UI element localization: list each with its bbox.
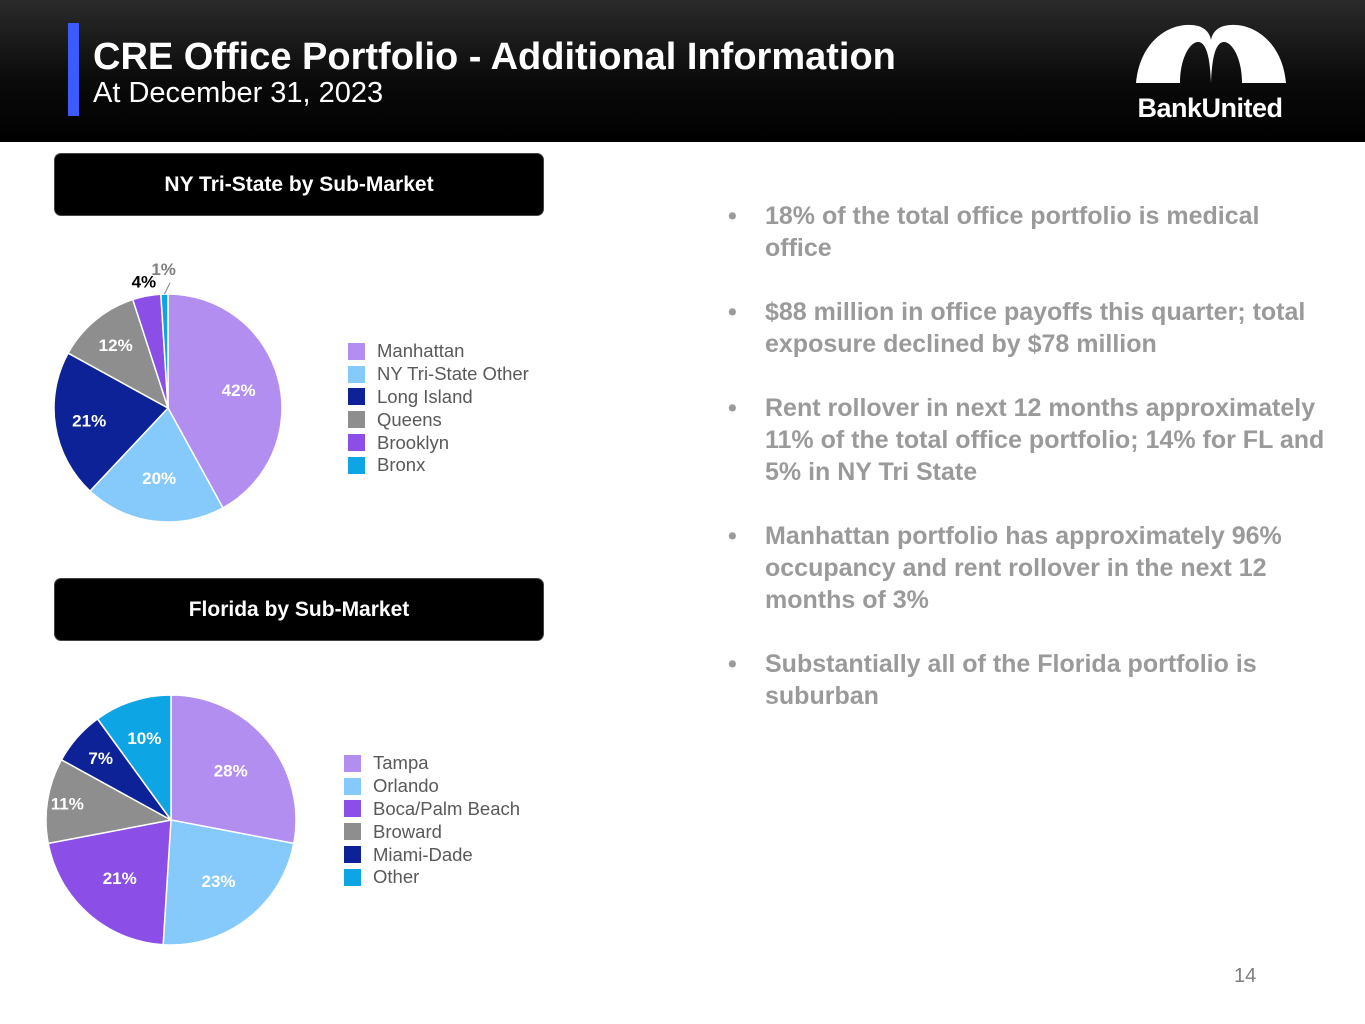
- fl-legend-swatch: [344, 868, 361, 886]
- fl-legend-item-other: Other: [344, 866, 520, 889]
- ny-slice-ny-tri-state-other: [88, 406, 224, 523]
- header-banner: CRE Office Portfolio - Additional Inform…: [0, 0, 1365, 142]
- page-title: CRE Office Portfolio - Additional Inform…: [93, 36, 896, 78]
- ny-legend-label: Bronx: [377, 454, 426, 476]
- ny-legend-item-bronx: Bronx: [348, 454, 529, 477]
- key-point-item: • Rent rollover in next 12 months approxi…: [725, 392, 1325, 488]
- bullet-icon: •: [728, 650, 737, 678]
- ny-legend-item-long-island: Long Island: [348, 386, 529, 409]
- accent-bar: [68, 23, 79, 116]
- fl-legend-swatch: [344, 800, 361, 818]
- fl-legend-label: Broward: [373, 820, 442, 842]
- ny-label-bronx: 1%: [151, 260, 176, 279]
- bankunited-logo: BankUnited: [1130, 20, 1290, 125]
- key-point-text: 18% of the total office portfolio is med…: [765, 202, 1260, 262]
- key-point-item: • Substantially all of the Florida portfo…: [725, 648, 1325, 712]
- key-point-text: Substantially all of the Florida portfol…: [765, 650, 1257, 710]
- fl-legend-label: Tampa: [373, 752, 429, 774]
- ny-label-brooklyn: 4%: [132, 272, 157, 291]
- bullet-icon: •: [728, 298, 737, 326]
- ny-legend-swatch: [348, 456, 365, 474]
- fl-label-tampa: 28%: [214, 762, 248, 781]
- fl-label-other: 10%: [127, 729, 161, 748]
- ny-legend-item-manhattan: Manhattan: [348, 340, 529, 363]
- ny-pie-chart: 42% 20% 21% 12% 4% 1%: [40, 250, 300, 535]
- ny-legend: Manhattan NY Tri-State Other Long Island Qu…: [348, 340, 529, 477]
- key-point-item: • $88 million in office payoffs this quar…: [725, 296, 1325, 360]
- fl-slice-other: [96, 694, 172, 823]
- fl-legend-label: Orlando: [373, 775, 439, 797]
- ny-legend-label: Long Island: [377, 385, 473, 407]
- fl-legend-swatch: [344, 846, 361, 864]
- ny-label-long-island: 21%: [72, 411, 106, 430]
- fl-legend-item-miami-dade: Miami-Dade: [344, 843, 520, 866]
- fl-pie-svg: 28% 23% 21% 11% 7% 10%: [45, 694, 297, 946]
- ny-pie-svg: 42% 20% 21% 12% 4%1%: [53, 260, 283, 523]
- ny-legend-label: Queens: [377, 408, 442, 430]
- fl-label-boca-palm-beach: 21%: [103, 869, 137, 888]
- fl-label-orlando: 23%: [201, 872, 235, 891]
- bullet-icon: •: [728, 202, 737, 230]
- ny-slice-queens: [67, 298, 170, 410]
- bullet-icon: •: [728, 522, 737, 550]
- fl-label-broward: 11%: [51, 795, 84, 814]
- ny-section-header: NY Tri-State by Sub-Market: [55, 154, 543, 215]
- ny-legend-item-queens: Queens: [348, 408, 529, 431]
- key-point-text: Rent rollover in next 12 months approxim…: [765, 394, 1325, 486]
- fl-legend-swatch: [344, 754, 361, 772]
- ny-slice-long-island: [53, 352, 170, 493]
- ny-legend-swatch: [348, 411, 365, 429]
- key-point-text: Manhattan portfolio has approximately 96…: [765, 522, 1282, 614]
- ny-label-ny-tri-state-other: 20%: [142, 469, 176, 488]
- ny-label-manhattan: 42%: [222, 381, 256, 400]
- fl-slice-orlando: [162, 819, 295, 946]
- fl-legend-swatch: [344, 823, 361, 841]
- ny-legend-swatch: [348, 388, 365, 406]
- fl-slice-boca-palm-beach: [47, 819, 172, 946]
- fl-pie-chart: 28% 23% 21% 11% 7% 10%: [35, 683, 305, 963]
- ny-legend-label: Brooklyn: [377, 431, 449, 453]
- page-number: 14: [1234, 965, 1257, 987]
- ny-legend-swatch: [348, 434, 365, 452]
- fl-legend: Tampa Orlando Boca/Palm Beach Broward Miami-…: [344, 752, 520, 889]
- page-subtitle: At December 31, 2023: [93, 77, 384, 109]
- key-points-list: • 18% of the total office portfolio is me…: [725, 200, 1325, 744]
- ny-legend-item-brooklyn: Brooklyn: [348, 431, 529, 454]
- key-point-item: • Manhattan portfolio has approximately 9…: [725, 520, 1325, 616]
- fl-legend-label: Boca/Palm Beach: [373, 797, 521, 819]
- fl-label-miami-dade: 7%: [88, 749, 113, 768]
- ny-legend-label: NY Tri-State Other: [377, 363, 529, 385]
- ny-legend-swatch: [348, 365, 365, 383]
- fl-legend-item-orlando: Orlando: [344, 775, 520, 798]
- key-point-text: $88 million in office payoffs this quart…: [765, 298, 1306, 358]
- ny-legend-label: Manhattan: [377, 340, 465, 362]
- fl-legend-swatch: [344, 777, 361, 795]
- fl-legend-item-broward: Broward: [344, 820, 520, 843]
- bullet-icon: •: [728, 394, 737, 422]
- ny-legend-item-ny-tri-state-other: NY Tri-State Other: [348, 363, 529, 386]
- ny-leader-line: [163, 282, 171, 295]
- fl-slice-tampa: [170, 694, 297, 845]
- ny-slice-manhattan: [167, 293, 283, 509]
- ny-legend-swatch: [348, 342, 365, 360]
- fl-legend-label: Other: [373, 866, 420, 888]
- bankunited-logo-icon: [1136, 24, 1286, 83]
- fl-legend-item-boca-palm-beach: Boca/Palm Beach: [344, 798, 520, 821]
- fl-section-header: Florida by Sub-Market: [55, 579, 543, 640]
- fl-legend-item-tampa: Tampa: [344, 752, 520, 775]
- fl-slice-broward: [45, 758, 174, 845]
- ny-label-queens: 12%: [99, 336, 133, 355]
- key-point-item: • 18% of the total office portfolio is me…: [725, 200, 1325, 264]
- fl-legend-label: Miami-Dade: [373, 843, 473, 865]
- logo-text: BankUnited: [1137, 93, 1283, 123]
